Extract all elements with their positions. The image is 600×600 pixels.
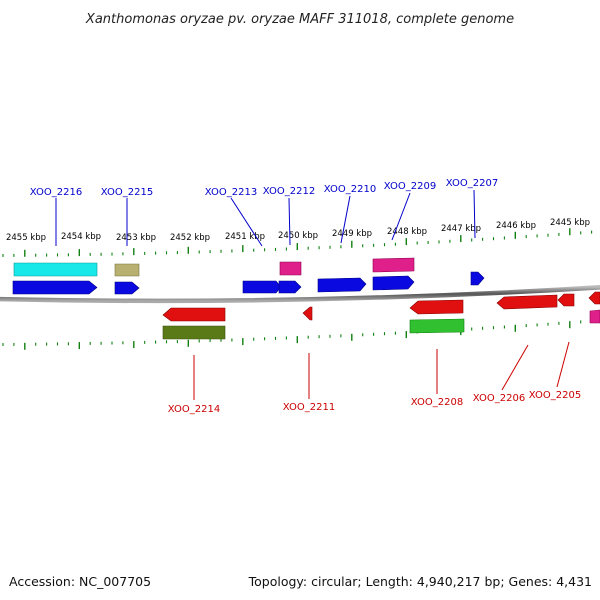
gene-label-xoo-2214[interactable]: XOO_2214 [168, 404, 220, 415]
ruler-label: 2448 kbp [387, 227, 427, 237]
ruler-label: 2447 kbp [441, 224, 481, 234]
gene-label-xoo-2205[interactable]: XOO_2205 [529, 390, 581, 401]
gene-label-xoo-2209[interactable]: XOO_2209 [384, 181, 436, 192]
gene-xoo-2214-arrow[interactable] [162, 307, 226, 322]
gene-xoo-2205[interactable] [557, 293, 575, 307]
gene-label-xoo-2216[interactable]: XOO_2216 [30, 187, 82, 198]
gene-xoo-2209-bar[interactable] [372, 257, 415, 273]
genome-summary-text: Topology: circular; Length: 4,940,217 bp… [248, 574, 592, 589]
gene-xoo-2209-arrow[interactable] [372, 275, 415, 291]
gene-xoo-2214-bar[interactable] [162, 325, 226, 340]
genome-backbone [0, 285, 600, 304]
gene-xoo-2216-bar[interactable] [13, 262, 98, 277]
gene-xoo-2213[interactable] [242, 280, 282, 294]
gene-xoo-2210[interactable] [317, 277, 367, 293]
ruler-ticks-top [2, 228, 593, 257]
gene-label-xoo-2208[interactable]: XOO_2208 [411, 397, 463, 408]
genome-title: Xanthomonas oryzae pv. oryzae MAFF 31101… [85, 12, 514, 27]
gene-label-xoo-2213[interactable]: XOO_2213 [205, 187, 257, 198]
gene-label-xoo-2212[interactable]: XOO_2212 [263, 186, 315, 197]
gene-xoo-2215-bar[interactable] [114, 263, 140, 277]
accession-text: Accession: NC_007705 [9, 574, 151, 589]
gene-xoo-2208-arrow[interactable] [409, 299, 464, 315]
gene-xoo-2215-arrow[interactable] [114, 281, 140, 295]
label-leader-lines [55, 189, 570, 400]
gene-edge-red[interactable] [588, 291, 600, 305]
ruler-ticks-bottom [2, 319, 593, 350]
ruler-label: 2455 kbp [6, 233, 46, 243]
forward-gene-labels: XOO_2216 XOO_2215 XOO_2213 XOO_2212 XOO_… [30, 178, 498, 198]
ruler-label: 2449 kbp [332, 229, 372, 239]
ruler-label: 2451 kbp [225, 232, 265, 242]
ruler-label: 2450 kbp [278, 231, 318, 241]
gene-xoo-2206[interactable] [496, 294, 558, 310]
gene-label-xoo-2210[interactable]: XOO_2210 [324, 184, 376, 195]
gene-label-xoo-2211[interactable]: XOO_2211 [283, 402, 335, 413]
gene-label-xoo-2207[interactable]: XOO_2207 [446, 178, 498, 189]
gene-xoo-2208-bar[interactable] [409, 318, 465, 334]
gene-xoo-2207[interactable] [470, 271, 485, 286]
forward-genes [12, 257, 485, 295]
ruler-label: 2453 kbp [116, 233, 156, 243]
gene-label-xoo-2206[interactable]: XOO_2206 [473, 393, 525, 404]
gene-xoo-2216-arrow[interactable] [12, 280, 98, 295]
gene-edge-magenta[interactable] [589, 309, 600, 324]
gene-xoo-2212-arrow[interactable] [278, 280, 302, 294]
ruler-labels: 2455 kbp 2454 kbp 2453 kbp 2452 kbp 2451… [6, 218, 590, 243]
ruler-label: 2452 kbp [170, 233, 210, 243]
ruler-label: 2445 kbp [550, 218, 590, 228]
gene-xoo-2212-bar[interactable] [279, 261, 302, 276]
ruler-label: 2446 kbp [496, 221, 536, 231]
gene-xoo-2211[interactable] [302, 306, 313, 321]
reverse-gene-labels: XOO_2214 XOO_2211 XOO_2208 XOO_2206 XOO_… [168, 390, 581, 415]
reverse-genes [162, 291, 600, 340]
gene-label-xoo-2215[interactable]: XOO_2215 [101, 187, 153, 198]
ruler-label: 2454 kbp [61, 232, 101, 242]
